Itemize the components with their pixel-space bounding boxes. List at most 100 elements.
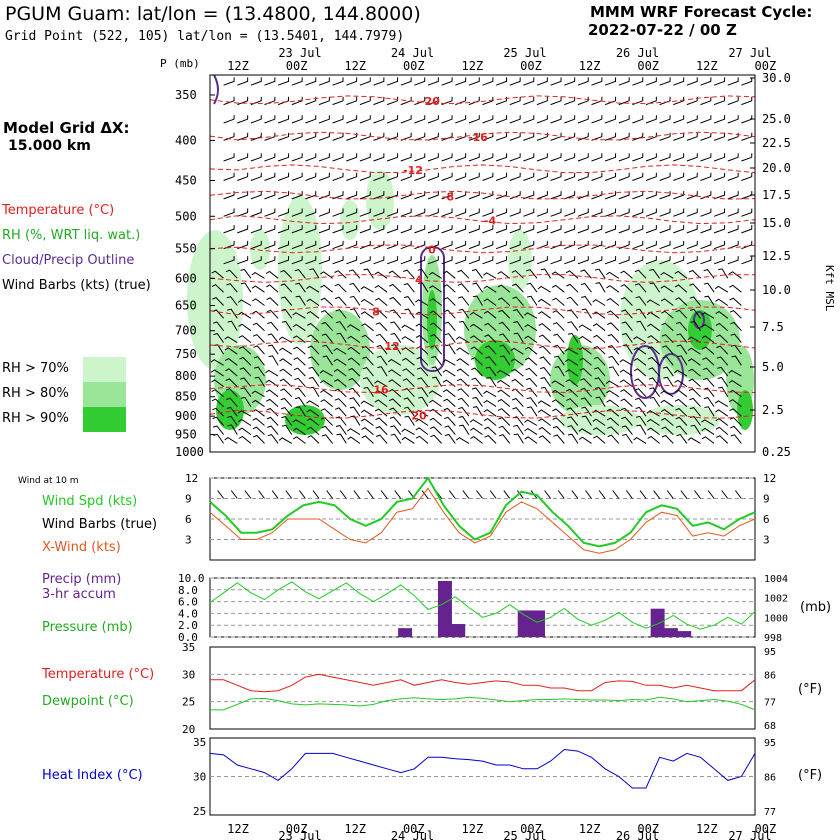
wind-barb (267, 321, 279, 332)
wind-barb (550, 153, 562, 162)
temperature-tick-right: 68 (764, 721, 776, 732)
wind-barb (580, 397, 592, 407)
temperature-contour-label: 0 (428, 244, 436, 257)
wind-barb (334, 283, 347, 293)
bottom-hour-tick: 00Z (637, 822, 659, 836)
wind-barb (414, 115, 426, 124)
wind-barb (577, 115, 589, 124)
wind-barb (359, 115, 371, 124)
wind-barb (538, 334, 551, 343)
wind-barb (509, 96, 521, 106)
wind-barb (279, 358, 293, 366)
heat-index-tick-right: 86 (764, 773, 776, 784)
wind-barb (417, 268, 429, 279)
wind-barb (386, 77, 399, 86)
wind-barb (250, 240, 262, 250)
surface-wind-barb (625, 490, 633, 499)
wind-barb (227, 424, 238, 435)
wind-barb (659, 225, 671, 234)
wind-barb (526, 295, 538, 306)
wind-barb (687, 336, 701, 344)
wind-barb (486, 376, 497, 387)
wind-barb (730, 321, 742, 332)
wind-barb (320, 284, 333, 293)
wind-barb (713, 115, 726, 124)
wind-barb (509, 172, 521, 181)
wind-barb (713, 256, 726, 265)
wind-barb (332, 191, 344, 200)
wind-barb (211, 284, 224, 293)
temperature-line (210, 673, 756, 693)
wind-barb (416, 356, 429, 366)
temperature-contour-16 (209, 384, 756, 394)
pressure-axis-title: P (mb) (160, 57, 200, 70)
wind-barb (593, 345, 606, 355)
wind-barb (676, 434, 688, 444)
wind-barb (536, 208, 548, 217)
wind-barb (633, 357, 647, 366)
wind-barb (618, 96, 630, 106)
wind-barb (386, 115, 399, 124)
surface-wind-barb (653, 490, 661, 499)
wind-barb (495, 240, 508, 250)
wind-barb (564, 115, 576, 124)
wind-barb (291, 191, 303, 200)
wind-barb (564, 191, 576, 200)
wind-barb (592, 323, 606, 332)
wind-barb (455, 208, 467, 217)
wind-barb (660, 271, 674, 279)
wind-barb (292, 323, 306, 332)
wind-barb (212, 416, 224, 426)
wind-barb (495, 115, 508, 124)
wind-barb (320, 399, 333, 407)
wind-barb (509, 115, 521, 124)
wind-barb (374, 389, 388, 398)
wind-barb (604, 191, 617, 200)
wind-barb (554, 366, 565, 377)
wind-barb (306, 310, 320, 319)
wind-barb (253, 334, 265, 343)
wind-barb (512, 283, 524, 293)
wind-barb (388, 398, 402, 407)
wind-barb (359, 96, 371, 106)
cloud-outline-4 (213, 74, 219, 105)
wind-barb (388, 369, 402, 377)
wind-barb (427, 191, 439, 200)
wind-barb (264, 77, 276, 86)
wind-barb (659, 208, 671, 217)
wind-barb (727, 153, 739, 162)
wind-barb (727, 132, 739, 141)
wind-barb (238, 435, 252, 444)
wind-barb (374, 408, 388, 417)
wind-barb (470, 357, 483, 366)
kft-tick-label: 15.0 (762, 216, 791, 230)
bottom-day-label: 25 Jul (503, 829, 546, 840)
wind-barb (593, 435, 606, 444)
wind-barb (526, 269, 538, 279)
wind-barb (523, 172, 535, 181)
wind-barb (333, 358, 347, 366)
wind-barb (687, 347, 701, 355)
wind-barb (594, 387, 606, 397)
wind-barb (622, 344, 633, 355)
wind-barb (254, 376, 265, 387)
wind-barb (472, 406, 483, 417)
wind-barb (484, 334, 497, 343)
wind-barb (633, 436, 647, 444)
wind-speed-label: Wind Spd (kts) (42, 494, 138, 509)
wind-barb (414, 191, 426, 200)
wind-barb (661, 334, 674, 343)
temperature-label: Temperature (°C) (42, 667, 155, 682)
wind-barb (727, 96, 739, 106)
wind-barb (632, 77, 644, 86)
wind-barb (715, 409, 729, 417)
wind-barb (581, 406, 592, 417)
wind-barb (346, 153, 358, 162)
wind-barb (509, 240, 521, 250)
wind-barb (495, 77, 508, 86)
wind-barb (701, 419, 715, 426)
pressure-tick-label: 450 (175, 173, 197, 187)
wind-barb (362, 377, 374, 387)
wind-barb (349, 397, 361, 407)
wind-barb (741, 96, 753, 106)
